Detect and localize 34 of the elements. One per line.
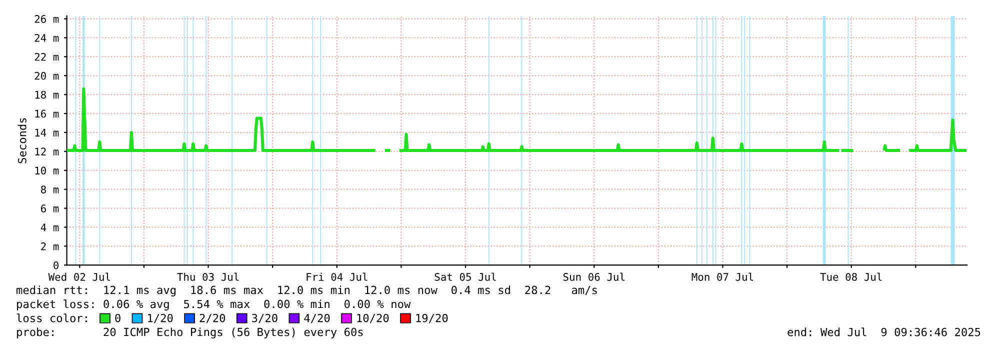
y-tick-label: 10 m <box>35 166 59 175</box>
legend-label: 19/20 <box>416 314 448 324</box>
text: packet loss: 0.06 % avg 5.54 % max 0.00 % min 0.00 % now <box>17 300 411 310</box>
x-tick-label: Sat 05 Jul <box>434 272 496 281</box>
y-tick-label: 16 m <box>35 110 59 118</box>
legend-label: 10/20 <box>357 314 389 324</box>
legend-label: 1/20 <box>148 314 173 324</box>
y-tick-label: 0 <box>54 261 58 270</box>
y-tick-label: 26 m <box>34 15 59 23</box>
x-tick-label: Thu 03 Jul <box>177 272 239 281</box>
y-tick-label: 18 m <box>35 90 59 99</box>
x-tick-label: Sun 06 Jul <box>563 272 624 281</box>
y-tick-label: 20 m <box>34 72 59 80</box>
text: end: Wed Jul 9 09:36:46 2025 <box>788 328 980 336</box>
y-tick-label: 8 m <box>41 186 59 194</box>
legend-label: 4/20 <box>304 314 330 324</box>
y-tick-label: 24 m <box>34 34 59 42</box>
legend-label: 2/20 <box>200 314 226 324</box>
x-tick-label: Tue 08 Jul <box>820 272 882 281</box>
y-tick-label: 14 m <box>35 128 59 136</box>
y-axis-title: Seconds <box>18 118 26 164</box>
y-tick-label: 12 m <box>35 148 59 156</box>
x-tick-label: Fri 04 Jul <box>306 272 368 281</box>
y-tick-label: 6 m <box>41 204 59 212</box>
x-tick-label: Mon 07 Jul <box>692 272 754 281</box>
text: median rtt: 12.1 ms avg 18.6 ms max 12.0 ms min 12.0 ms now 0.4 ms sd 28.2 am/s <box>16 286 597 296</box>
legend-label: 0 <box>115 314 120 322</box>
y-tick-label: 2 m <box>41 242 59 250</box>
legend-title: loss color: <box>16 314 87 322</box>
text: probe: 20 ICMP Echo Pings (56 Bytes) every 60s <box>17 328 363 338</box>
x-tick-label: Wed 02 Jul <box>48 272 110 281</box>
y-tick-label: 22 m <box>34 52 59 61</box>
y-tick-label: 4 m <box>40 224 59 232</box>
legend-label: 3/20 <box>252 314 278 324</box>
